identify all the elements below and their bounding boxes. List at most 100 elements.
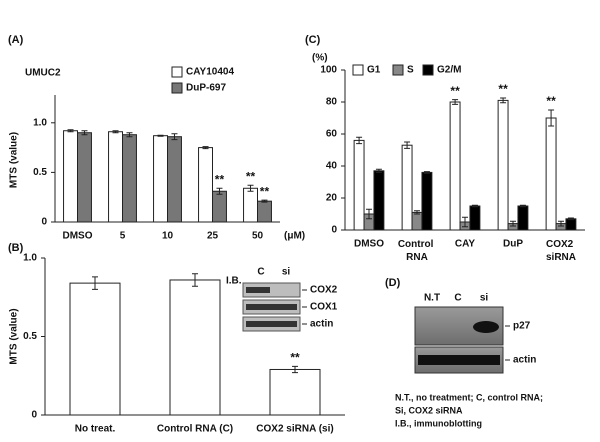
panel-label: (A) <box>8 34 24 46</box>
bar <box>545 117 557 231</box>
bar <box>63 130 78 223</box>
bar <box>401 144 413 231</box>
x-tick-label: 50 <box>252 231 264 242</box>
x-tick-label: DMSO <box>63 231 93 242</box>
error-bar <box>548 109 555 127</box>
x-tick-label: CAY <box>455 239 476 250</box>
blot-band <box>246 321 297 327</box>
error-bar <box>567 217 574 221</box>
band-label: p27 <box>513 321 531 332</box>
bar <box>517 205 529 231</box>
bar <box>69 282 121 416</box>
error-bar <box>126 132 133 138</box>
error-bar <box>452 99 459 105</box>
error-bar <box>471 204 478 208</box>
bar <box>212 190 227 223</box>
error-bar <box>292 365 298 374</box>
x-tick-label: COX2 siRNA (si) <box>256 424 333 435</box>
error-bar <box>67 129 74 133</box>
x-axis-label: (μM) <box>284 231 305 242</box>
y-axis-label: MTS (value) <box>9 132 20 188</box>
y-tick-label: 80 <box>326 97 338 108</box>
x-tick-label: 10 <box>162 231 174 242</box>
y-tick-label: 60 <box>326 129 338 140</box>
error-bar <box>375 168 382 173</box>
error-bar <box>519 204 526 208</box>
blot-band <box>418 355 500 365</box>
bar <box>167 136 182 223</box>
error-bar <box>192 273 198 287</box>
blot <box>242 282 301 298</box>
band-label: actin <box>513 355 536 366</box>
significance-label: ** <box>260 184 270 198</box>
bar <box>257 200 272 223</box>
legend-swatch <box>392 64 404 76</box>
y-axis-label: MTS (value) <box>9 308 20 364</box>
legend-label: G1 <box>367 65 381 76</box>
caption-line: Si, COX2 siRNA <box>395 405 463 415</box>
bar <box>243 187 259 223</box>
error-bar <box>92 276 98 290</box>
bar <box>449 101 461 231</box>
y-tick-label: 0.5 <box>23 331 37 342</box>
band-label: COX2 <box>310 285 338 296</box>
bar <box>497 99 509 231</box>
y-axis-label: (%) <box>312 53 328 64</box>
caption-line: I.B., immunoblotting <box>395 418 482 428</box>
inset-label: I.B. <box>226 276 242 287</box>
y-tick-label: 0.5 <box>33 167 47 178</box>
panel-label: (D) <box>385 277 401 289</box>
bar <box>353 139 365 231</box>
blot-band <box>246 287 270 293</box>
legend-swatch <box>171 66 183 78</box>
lane-label: C <box>257 267 264 278</box>
lane-label: si <box>282 267 291 278</box>
legend-label: DuP-697 <box>186 83 226 94</box>
y-tick-label: 0 <box>41 217 47 228</box>
error-bar <box>202 146 209 150</box>
error-bar <box>112 130 119 134</box>
significance-label: ** <box>450 84 460 98</box>
significance-label: ** <box>215 172 225 186</box>
y-tick-label: 0 <box>331 225 337 236</box>
panel-label: (B) <box>8 242 24 254</box>
error-bar <box>510 220 516 227</box>
error-bar <box>404 141 411 149</box>
bar <box>77 132 92 223</box>
x-tick-label: Control RNA <box>398 239 436 263</box>
y-tick-label: 100 <box>320 65 337 76</box>
x-tick-label: No treat. <box>75 424 116 435</box>
error-bar <box>261 199 268 203</box>
blot-band <box>246 304 297 310</box>
x-tick-label: 5 <box>120 231 126 242</box>
error-bar <box>157 134 164 137</box>
error-bar <box>216 187 223 195</box>
x-tick-label: COX2 siRNA <box>546 239 576 263</box>
bar <box>373 170 385 231</box>
lane-label: N.T <box>424 293 440 304</box>
bar <box>421 171 433 231</box>
error-bar <box>462 216 468 228</box>
bar <box>198 147 214 223</box>
significance-label: ** <box>290 351 300 365</box>
error-bar <box>423 171 430 174</box>
x-tick-label: 25 <box>207 231 219 242</box>
y-tick-label: 1.0 <box>23 253 37 264</box>
legend-swatch <box>171 82 183 94</box>
chart-title: UMUC2 <box>25 68 61 79</box>
bar <box>469 205 481 231</box>
band-label: COX1 <box>310 302 338 313</box>
blot-band <box>473 321 499 333</box>
y-tick-label: 0 <box>31 410 37 421</box>
error-bar <box>558 220 564 227</box>
caption-line: N.T., no treatment; C, control RNA; <box>395 392 543 402</box>
error-bar <box>247 184 254 192</box>
significance-label: ** <box>498 82 508 96</box>
legend-label: CAY10404 <box>186 67 234 78</box>
bar <box>411 211 423 231</box>
band-label: actin <box>310 319 333 330</box>
bar <box>153 135 169 223</box>
x-tick-label: DuP <box>503 239 523 250</box>
bar <box>565 218 577 231</box>
